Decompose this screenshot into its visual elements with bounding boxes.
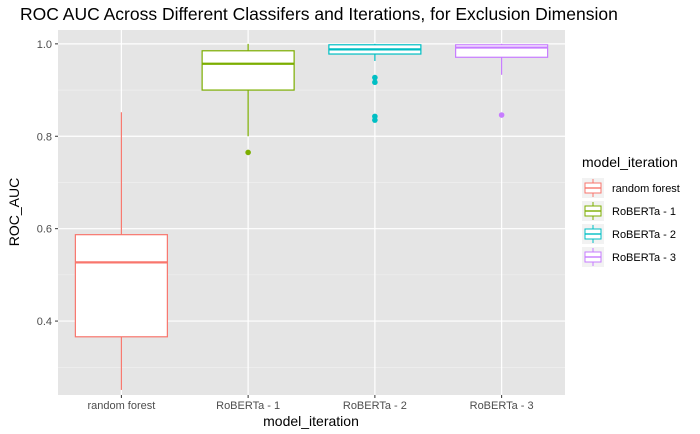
- legend-title: model_iteration: [582, 154, 678, 170]
- box-iqr: [74, 234, 168, 338]
- box-roberta-2: [328, 43, 422, 123]
- box-iqr: [201, 50, 295, 91]
- outlier-point: [245, 149, 251, 156]
- legend-label: RoBERTa - 2: [612, 229, 676, 241]
- y-axis-title: ROC_AUC: [6, 178, 22, 246]
- boxes: [74, 43, 549, 390]
- legend-item: RoBERTa - 1: [582, 201, 676, 221]
- legend-item: RoBERTa - 2: [582, 224, 676, 244]
- legend-label: RoBERTa - 1: [612, 206, 676, 218]
- legend-item: random forest: [582, 178, 680, 198]
- legend-label: random forest: [612, 183, 680, 195]
- box-random-forest: [74, 112, 168, 390]
- chart-title: ROC AUC Across Different Classifers and …: [20, 4, 618, 24]
- y-tick-label: 0.6: [37, 224, 52, 236]
- x-tick-label: RoBERTa - 1: [216, 400, 280, 412]
- legend-item: RoBERTa - 3: [582, 247, 676, 267]
- x-axis-title: model_iteration: [263, 413, 359, 429]
- outlier-point: [372, 117, 378, 123]
- plot-panel: [58, 30, 565, 395]
- y-tick-label: 0.4: [37, 316, 52, 328]
- box-roberta-1: [201, 43, 295, 156]
- outlier-point: [372, 74, 378, 81]
- y-axis: 0.4 0.6 0.8 1.0: [37, 39, 58, 328]
- outlier-point: [498, 112, 505, 118]
- x-axis: random forest RoBERTa - 1 RoBERTa - 2 RoBER…: [87, 395, 534, 412]
- x-tick-label: RoBERTa - 2: [343, 400, 407, 412]
- y-tick-label: 0.8: [37, 131, 52, 143]
- outlier-point: [372, 79, 378, 86]
- legend: model_iteration random forest RoBERTa - 1…: [582, 154, 680, 267]
- y-tick-label: 1.0: [37, 39, 52, 51]
- legend-label: RoBERTa - 3: [612, 252, 676, 264]
- box-roberta-3: [455, 43, 549, 118]
- x-tick-label: random forest: [87, 400, 155, 412]
- x-tick-label: RoBERTa - 3: [470, 400, 534, 412]
